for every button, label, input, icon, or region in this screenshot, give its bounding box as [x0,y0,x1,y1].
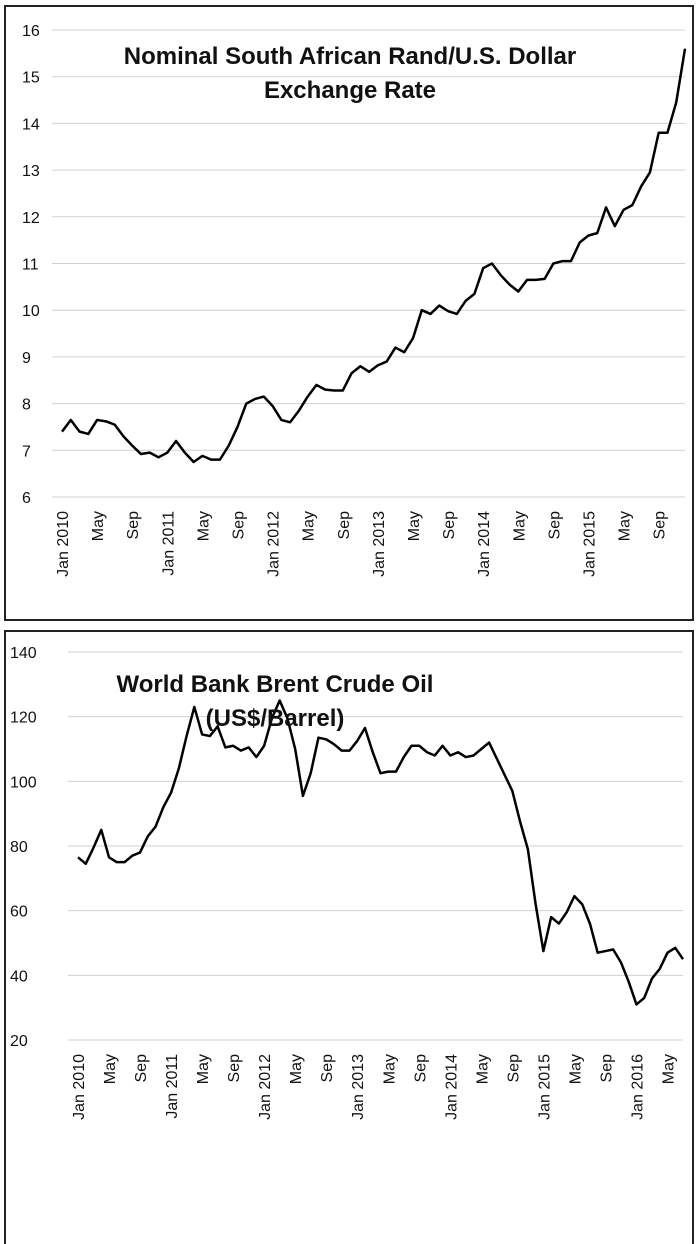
y-tick-label: 9 [22,350,31,367]
x-tick-label: Sep [505,1054,522,1083]
x-tick-label: Jan 2012 [257,1054,274,1120]
x-tick-label: Jan 2015 [536,1054,553,1120]
x-tick-label: Sep [336,511,353,540]
y-tick-label: 100 [10,774,37,791]
x-tick-label: May [567,1054,584,1084]
x-tick-label: Jan 2013 [350,1054,367,1120]
y-tick-label: 40 [10,968,28,985]
y-tick-label: 20 [10,1033,28,1050]
y-tick-label: 8 [22,397,31,414]
x-tick-label: Jan 2010 [55,511,72,577]
x-tick-label: Sep [125,511,142,540]
x-tick-label: May [617,511,634,541]
x-tick-label: Jan 2015 [581,511,598,577]
x-tick-label: Sep [652,511,669,540]
y-tick-label: 80 [10,839,28,856]
line [77,699,685,1006]
x-tick-label: May [90,511,107,541]
chart-title: World Bank Brent Crude Oil (US$/Barrel) [116,671,434,732]
y-tick-label: 7 [22,443,31,460]
y-tick-label: 11 [22,257,39,274]
chart-title: Nominal South African Rand/U.S. Dollar E… [123,43,577,104]
y-tick-label: 15 [22,70,40,87]
x-tick-label: May [406,511,423,541]
x-tick-label: May [195,1054,212,1084]
y-tick-label: 60 [10,904,28,921]
y-tick-label: 120 [10,710,37,727]
x-tick-label: Jan 2016 [629,1054,646,1120]
panel [4,630,694,1244]
y-tick-label: 16 [22,23,40,40]
x-tick-label: Jan 2011 [164,1054,181,1119]
x-tick-label: Jan 2010 [71,1054,88,1120]
x-tick-label: May [381,1054,398,1084]
x-tick-label: May [102,1054,119,1084]
y-tick-label: 13 [22,163,40,180]
x-tick-label: Sep [226,1054,243,1083]
x-tick-label: Jan 2011 [160,511,177,576]
x-tick-label: May [474,1054,491,1084]
x-tick-label: Jan 2013 [371,511,388,577]
x-tick-label: May [288,1054,305,1084]
x-tick-label: Sep [546,511,563,540]
y-tick-label: 6 [22,490,31,507]
x-tick-label: Jan 2014 [476,511,493,577]
x-tick-label: Sep [412,1054,429,1083]
x-tick-label: May [301,511,318,541]
x-tick-label: May [660,1054,677,1084]
line [61,48,687,464]
panel [4,5,694,621]
y-tick-label: 14 [22,116,40,133]
y-tick-label: 12 [22,210,40,227]
x-tick-label: Sep [441,511,458,540]
y-tick-label: 10 [22,303,40,320]
x-tick-label: May [195,511,212,541]
x-tick-label: May [511,511,528,541]
x-tick-label: Sep [598,1054,615,1083]
x-tick-label: Sep [230,511,247,540]
y-tick-label: 140 [10,645,37,662]
x-tick-label: Jan 2012 [266,511,283,577]
x-tick-label: Sep [133,1054,150,1083]
x-tick-label: Sep [319,1054,336,1083]
x-tick-label: Jan 2014 [443,1054,460,1120]
